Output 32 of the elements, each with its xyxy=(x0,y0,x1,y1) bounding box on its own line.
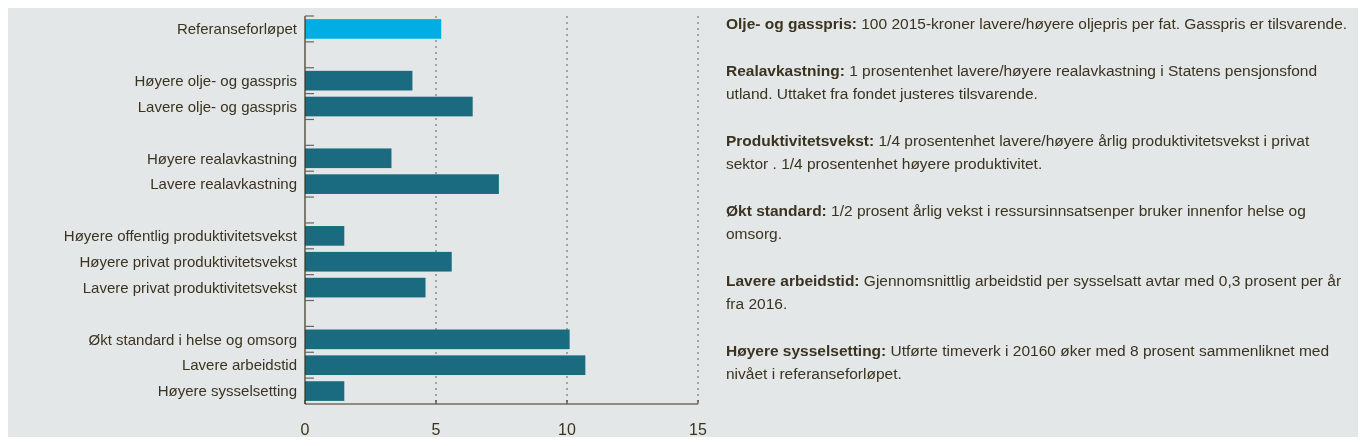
y-tick-label: Høyere sysselsetting xyxy=(157,382,297,400)
bar xyxy=(305,96,473,117)
bar xyxy=(305,148,392,169)
bar xyxy=(305,251,452,272)
y-tick-label: Høyere offentlig produktivitetsvekst xyxy=(63,227,298,245)
y-tick-label: Lavere privat produktivitetsvekst xyxy=(82,278,298,296)
text: Høyere sysselsetting: Utførte timeverk i 20160 øker med 8 prosent sammenliknet med nivået i referanseforløpet. xyxy=(726,341,1331,384)
text: Olje- og gasspris: 100 2015-kroner lavere/høyere oljepris per fat. Gasspris er tilsvarende. xyxy=(726,14,1349,34)
y-tick-label: Lavere arbeidstid xyxy=(181,356,297,374)
x-tick-label: 10 xyxy=(558,421,576,438)
x-tick-label: 5 xyxy=(431,421,441,438)
text: Lavere arbeidstid: Gjennomsnittlig arbeidstid per sysselsatt avtar med 0,3 prosent per år fra 2016. xyxy=(726,272,1342,312)
bar xyxy=(305,381,345,401)
bar xyxy=(305,277,426,298)
bar xyxy=(305,329,570,350)
text: Produktivitetsvekst: 1/4 prosentenhet lavere/høyere årlig produktivitetsvekst i privat sektor . 1/4 prosentenhet høyere produktivitet. xyxy=(726,131,1311,174)
y-tick-label: Høyere privat produktivitetsvekst xyxy=(79,252,298,270)
y-tick-label: Lavere realavkastning xyxy=(150,175,297,193)
x-tick-label: 0 xyxy=(300,421,310,438)
y-tick-label: Lavere olje- og gasspris xyxy=(137,97,297,115)
bar xyxy=(305,355,586,376)
y-tick-label: Høyere realavkastning xyxy=(146,149,297,167)
bar xyxy=(305,174,499,194)
bar xyxy=(305,19,442,39)
y-tick-label: Høyere olje- og gasspris xyxy=(134,71,297,89)
bar xyxy=(305,226,345,246)
y-tick-label: Økt standard i helse og omsorg xyxy=(88,330,297,348)
text: Realavkastning: 1 prosentenhet lavere/høyere realavkastning i Statens pensjonsfond utland. Uttaket fra fondet justeres tilsvarende. xyxy=(726,61,1319,104)
bar xyxy=(305,70,413,91)
x-tick-label: 15 xyxy=(689,421,707,438)
text: Økt standard: 1/2 prosent årlig vekst i ressursinnsatsenper bruker innenfor helse og omsorg. xyxy=(726,202,1306,242)
y-tick-label: Referanseforløpet xyxy=(176,20,298,38)
